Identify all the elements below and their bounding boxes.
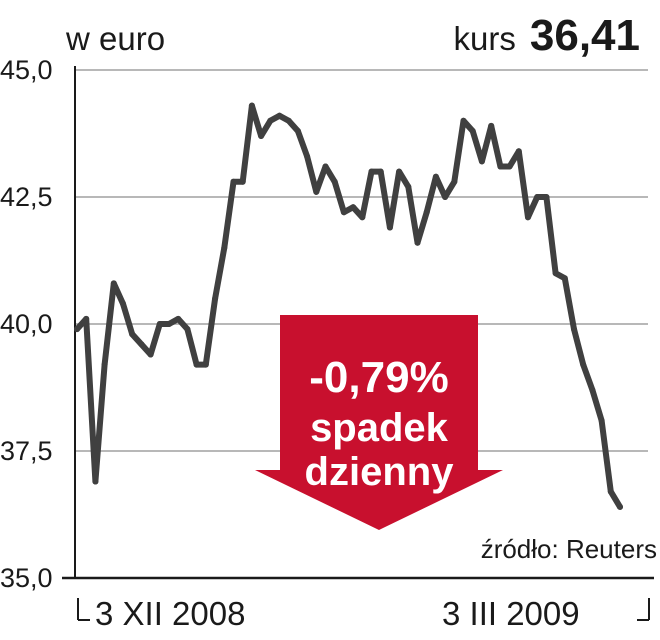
y-axis-ticks: 45,0 42,5 40,0 37,5 35,0 (0, 55, 53, 593)
data-point (432, 173, 439, 180)
data-point (340, 209, 347, 216)
data-point (350, 204, 357, 211)
data-point (193, 361, 200, 368)
x-tick-label-end: 3 III 2009 (442, 595, 580, 632)
data-point (322, 163, 329, 170)
data-point (74, 326, 80, 333)
data-point (285, 117, 292, 124)
data-point (267, 117, 274, 124)
data-point (377, 168, 384, 175)
data-point (589, 387, 596, 393)
data-point (175, 315, 182, 322)
y-tick-label: 35,0 (0, 563, 53, 593)
daily-change-value: -0,79% (309, 353, 448, 402)
data-point (92, 478, 99, 485)
data-point (331, 178, 338, 185)
data-point (101, 361, 108, 368)
data-point (166, 321, 172, 327)
data-point (442, 194, 449, 200)
down-arrow-icon (255, 315, 503, 530)
data-point (368, 168, 375, 175)
data-point (258, 133, 265, 139)
data-point (552, 270, 559, 277)
data-point (304, 153, 311, 160)
data-point (386, 224, 393, 231)
data-point (147, 351, 154, 358)
data-point (405, 183, 412, 190)
y-tick-label: 37,5 (0, 436, 53, 466)
y-tick-label: 42,5 (0, 182, 53, 212)
data-point (515, 148, 522, 155)
data-point (202, 361, 209, 368)
kurs-label: kurs (454, 20, 516, 57)
data-point (276, 112, 283, 119)
data-point (598, 417, 605, 424)
source-label: źródło: Reuters (481, 534, 657, 564)
data-point (488, 122, 495, 129)
data-point (83, 315, 90, 322)
data-point (423, 209, 430, 216)
kurs-readout: kurs 36,41 (454, 11, 640, 60)
data-point (184, 326, 191, 333)
data-point (313, 188, 320, 195)
data-point (571, 326, 577, 333)
data-point (478, 158, 485, 165)
data-point (469, 128, 476, 134)
data-point (414, 239, 421, 246)
data-point (110, 280, 117, 287)
x-tick-label-start: 3 XII 2008 (95, 595, 245, 632)
data-point (156, 321, 163, 327)
data-point (543, 194, 550, 200)
daily-change-badge: -0,79% spadek dzienny (255, 315, 503, 530)
data-point (221, 244, 228, 251)
y-tick-label: 45,0 (0, 55, 53, 85)
data-point (561, 275, 568, 282)
data-point (607, 488, 614, 495)
data-point (534, 194, 541, 200)
data-point (120, 300, 126, 307)
data-point (396, 168, 403, 175)
daily-change-line2: dzienny (305, 450, 455, 494)
x-axis (62, 66, 654, 621)
data-point (359, 214, 366, 221)
data-point (138, 341, 145, 348)
data-point (451, 178, 458, 185)
data-point (239, 178, 246, 185)
data-point (506, 163, 513, 170)
data-point (460, 117, 467, 124)
y-tick-label: 40,0 (0, 309, 53, 339)
data-point (580, 361, 587, 368)
unit-label: w euro (65, 20, 165, 57)
data-point (617, 503, 623, 510)
data-point (294, 128, 301, 134)
data-point (129, 331, 136, 338)
data-point (230, 178, 237, 185)
kurs-value: 36,41 (530, 11, 640, 60)
data-point (248, 102, 255, 109)
data-point (525, 214, 531, 221)
daily-change-line1: spadek (310, 406, 449, 450)
data-points (74, 102, 623, 510)
data-point (212, 295, 219, 302)
data-point (497, 163, 504, 170)
